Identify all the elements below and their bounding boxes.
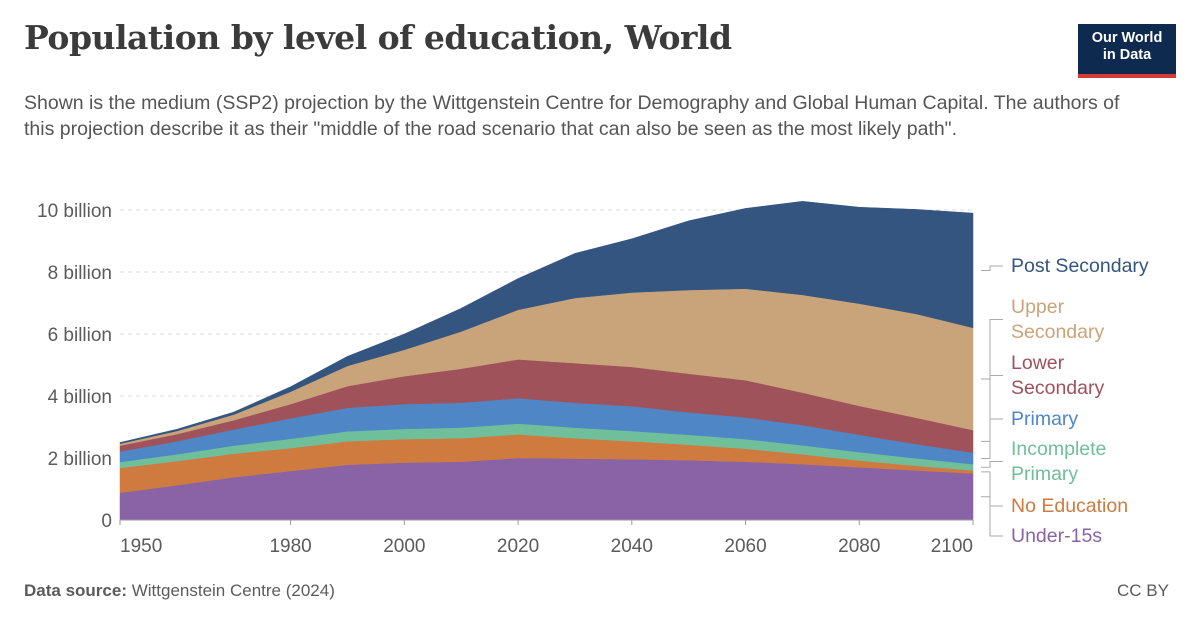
x-tick-label: 2000 <box>383 536 425 557</box>
chart-title: Population by level of education, World <box>24 18 732 57</box>
x-tick-label: 1950 <box>120 536 162 557</box>
legend-item-primary[interactable]: Primary <box>981 408 1078 459</box>
logo-line-2: in Data <box>1102 47 1152 63</box>
legend-label: Secondary <box>1011 377 1104 399</box>
legend-item-lower-secondary[interactable]: Lower Secondary <box>981 352 1104 442</box>
legend-connector <box>981 461 1003 468</box>
legend-item-under15[interactable]: Under-15s <box>981 496 1102 547</box>
stacked-areas <box>119 201 974 521</box>
legend-connector <box>981 496 1003 537</box>
y-tick-label: 8 billion <box>48 263 112 284</box>
x-tick-label: 2100 <box>931 536 973 557</box>
license-text[interactable]: CC BY <box>1117 581 1169 600</box>
legend-label: Secondary <box>1011 321 1104 343</box>
axes: 0 2 billion 4 billion 6 billion 8 billion 10 … <box>37 201 974 557</box>
logo-line-1: Our World <box>1091 30 1163 46</box>
legend-label: Primary <box>1011 408 1078 430</box>
legend-item-post-secondary[interactable]: Post Secondary <box>981 255 1149 277</box>
area-post-secondary[interactable] <box>119 201 974 445</box>
legend-item-no-education[interactable]: No Education <box>981 471 1128 517</box>
y-tick-label: 4 billion <box>48 387 112 408</box>
data-source-text: Wittgenstein Centre (2024) <box>131 581 335 600</box>
x-tick-label: 2060 <box>724 536 766 557</box>
legend-item-upper-secondary[interactable]: Upper Secondary <box>981 296 1104 380</box>
x-tick-label: 2040 <box>611 536 653 557</box>
legend-label: Upper <box>1011 296 1065 318</box>
legend-label: Primary <box>1011 463 1078 485</box>
y-tick-label: 10 billion <box>37 201 112 222</box>
legend-connector <box>981 319 1003 380</box>
chart-subtitle: Shown is the medium (SSP2) projection by… <box>24 92 1120 140</box>
owid-logo[interactable]: Our World in Data <box>1078 24 1176 78</box>
legend-connector <box>981 265 1003 271</box>
legend-connector <box>981 471 1003 507</box>
x-tick-label: 2020 <box>497 536 539 557</box>
legend-connector <box>981 418 1003 459</box>
x-tick-label: 1980 <box>269 536 311 557</box>
y-tick-label: 2 billion <box>48 449 112 470</box>
legend-connector <box>981 375 1003 442</box>
legend-label: No Education <box>1011 495 1128 517</box>
y-tick-label: 6 billion <box>48 325 112 346</box>
legend-label: Under-15s <box>1011 525 1102 547</box>
legend-label: Post Secondary <box>1011 255 1149 277</box>
legend: Post Secondary Upper Secondary Lower Seconda… <box>981 255 1149 547</box>
legend-item-incomplete-primary[interactable]: Incomplete Primary <box>981 438 1106 485</box>
x-tick-label: 2080 <box>838 536 880 557</box>
data-source: Data source: Wittgenstein Centre (2024) <box>24 581 335 601</box>
legend-label: Incomplete <box>1011 438 1106 460</box>
y-tick-label: 0 <box>101 511 112 532</box>
legend-label: Lower <box>1011 352 1065 374</box>
data-source-label: Data source: <box>24 581 127 600</box>
